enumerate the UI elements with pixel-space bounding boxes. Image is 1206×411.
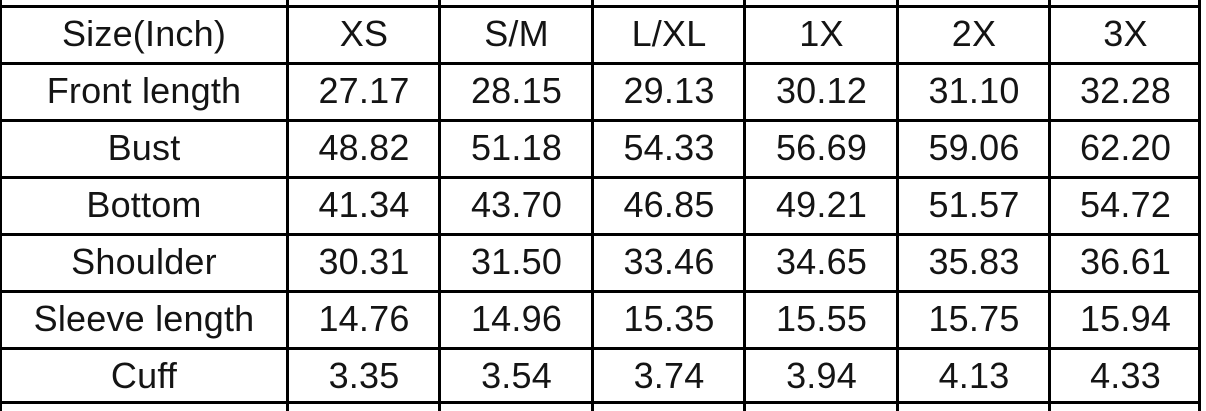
grid-line-vertical (591, 0, 594, 411)
value-cell: 31.50 (470, 240, 563, 282)
value-cell: 29.13 (623, 69, 715, 111)
header-cell-size: Size(Inch) (61, 12, 227, 54)
value-cell: 34.65 (775, 240, 868, 282)
header-cell-2x: 2X (951, 12, 997, 54)
value-cell: 43.70 (470, 183, 563, 225)
value-cell: 46.85 (623, 183, 715, 225)
table-grid: Size(Inch) XS S/M L/XL 1X 2X 3X Front le… (0, 5, 1201, 404)
value-cell: 51.57 (928, 183, 1020, 225)
grid-line-horizontal (0, 290, 1201, 293)
value-cell: 36.61 (1079, 240, 1172, 282)
value-cell: 4.33 (1090, 354, 1161, 396)
value-cell: 33.46 (623, 240, 715, 282)
grid-line-horizontal (0, 401, 1201, 404)
grid-line-vertical (1048, 0, 1051, 411)
value-cell: 3.54 (481, 354, 552, 396)
value-cell: 14.76 (318, 297, 410, 339)
value-cell: 15.94 (1079, 297, 1172, 339)
grid-line-vertical (896, 0, 899, 411)
value-cell: 62.20 (1079, 126, 1172, 168)
value-cell: 15.75 (928, 297, 1020, 339)
value-cell: 48.82 (318, 126, 410, 168)
value-cell: 28.15 (470, 69, 563, 111)
grid-line-vertical (286, 0, 289, 411)
grid-line-horizontal (0, 176, 1201, 179)
value-cell: 32.28 (1079, 69, 1172, 111)
value-cell: 30.31 (318, 240, 410, 282)
value-cell: 54.72 (1079, 183, 1172, 225)
grid-line-horizontal (0, 62, 1201, 65)
header-cell-sm: S/M (484, 12, 549, 54)
grid-line-vertical (743, 0, 746, 411)
value-cell: 15.55 (775, 297, 868, 339)
header-cell-1x: 1X (799, 12, 844, 54)
value-cell: 30.12 (775, 69, 868, 111)
value-cell: 3.35 (328, 354, 400, 396)
value-cell: 41.34 (318, 183, 410, 225)
value-cell: 15.35 (623, 297, 715, 339)
value-cell: 56.69 (775, 126, 868, 168)
row-label-shoulder: Shoulder (71, 240, 217, 282)
value-cell: 3.94 (786, 354, 857, 396)
value-cell: 49.21 (775, 183, 868, 225)
grid-line-horizontal (0, 5, 1201, 8)
header-cell-xs: XS (339, 12, 389, 54)
value-cell: 14.96 (470, 297, 563, 339)
header-cell-3x: 3X (1103, 12, 1148, 54)
row-label-bust: Bust (107, 126, 181, 168)
grid-line-horizontal (0, 347, 1201, 350)
grid-line-horizontal (0, 233, 1201, 236)
value-cell: 27.17 (318, 69, 410, 111)
value-cell: 59.06 (928, 126, 1020, 168)
value-cell: 3.74 (633, 354, 705, 396)
value-cell: 54.33 (623, 126, 715, 168)
value-cell: 4.13 (938, 354, 1010, 396)
value-cell: 35.83 (928, 240, 1020, 282)
grid-line-vertical (0, 0, 2, 411)
grid-line-vertical (1198, 0, 1201, 411)
row-label-sleeve-length: Sleeve length (33, 297, 255, 339)
header-cell-lxl: L/XL (631, 12, 707, 54)
value-cell: 51.18 (470, 126, 563, 168)
row-label-front-length: Front length (46, 69, 242, 111)
value-cell: 31.10 (928, 69, 1020, 111)
grid-line-horizontal (0, 119, 1201, 122)
row-label-cuff: Cuff (110, 354, 178, 396)
row-label-bottom: Bottom (86, 183, 202, 225)
grid-line-vertical (438, 0, 441, 411)
